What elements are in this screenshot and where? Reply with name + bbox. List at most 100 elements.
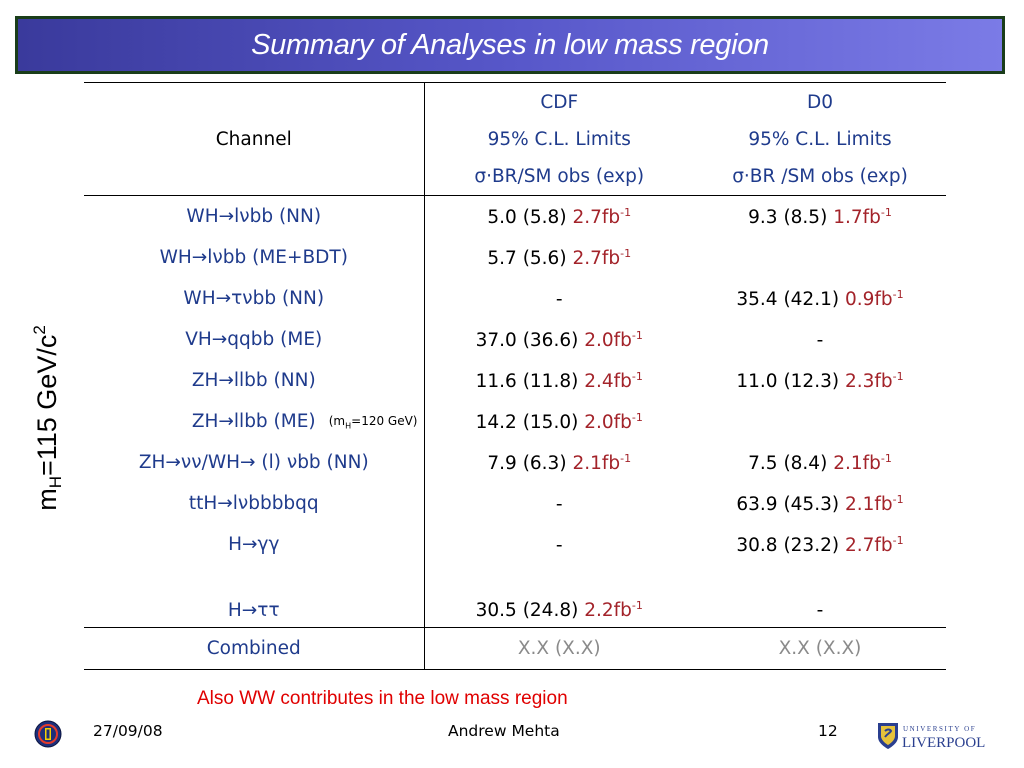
- table-row: ttH→lνbbbbqq - 63.9 (45.3) 2.1fb-1: [84, 483, 946, 524]
- d0-cell: 7.5 (8.4) 2.1fb-1: [694, 442, 946, 483]
- combined-row: Combined X.X (X.X) X.X (X.X): [84, 627, 946, 670]
- d0-lumi: 2.7fb-1: [844, 533, 904, 556]
- cdf-value: -: [555, 534, 563, 556]
- footer-date: 27/09/08: [93, 722, 163, 740]
- cdf-lumi: 2.2fb-1: [584, 599, 643, 621]
- d0-lumi: 2.1fb-1: [844, 492, 904, 515]
- cdf-cell: 7.9 (6.3) 2.1fb-1: [423, 442, 694, 483]
- cdf-value: 7.9 (6.3): [487, 452, 567, 474]
- cdf-lumi: 2.0fb-1: [584, 410, 643, 433]
- cdf-cell: -: [423, 524, 694, 565]
- channel-text: ZH→llbb (ME): [191, 411, 316, 432]
- channel-cell: WH→τνbb (NN): [183, 288, 325, 309]
- cdf-value: 37.0 (36.6): [475, 329, 579, 351]
- mass-label-sub: H: [46, 476, 65, 489]
- header-cdf-line1: CDF: [540, 91, 579, 113]
- cdf-cell: 5.7 (5.6) 2.7fb-1: [423, 237, 694, 278]
- table-header-row: Channel CDF 95% C.L. Limits σ·BR/SM obs …: [84, 82, 946, 196]
- cdf-value: 14.2 (15.0): [475, 411, 579, 433]
- cdf-cell: 11.6 (11.8) 2.4fb-1: [423, 360, 694, 401]
- cdf-cell: -: [423, 483, 694, 524]
- d0-cell: 30.8 (23.2) 2.7fb-1: [694, 524, 946, 565]
- channel-cell: ttH→lνbbbbqq: [188, 493, 319, 514]
- d0-lumi: 2.3fb-1: [844, 369, 904, 392]
- table-row: WH→lνbb (NN) 5.0 (5.8) 2.7fb-1 9.3 (8.5)…: [84, 195, 946, 238]
- d0-cell: 63.9 (45.3) 2.1fb-1: [694, 483, 946, 524]
- d0-cell: -: [694, 319, 946, 360]
- mass-label-rest: =115 GeV/c: [32, 334, 62, 477]
- cdf-value: 30.5 (24.8): [475, 600, 579, 621]
- university-of-liverpool-logo: UNIVERSITY OF LIVERPOOL: [878, 723, 985, 751]
- footer-author: Andrew Mehta: [448, 722, 560, 740]
- table-row: ZH→llbb (NN) 11.6 (11.8) 2.4fb-1 11.0 (1…: [84, 360, 946, 401]
- mass-axis-label: mH=115 GeV/c2: [30, 325, 66, 511]
- cdf-cell: 14.2 (15.0) 2.0fb-1: [423, 401, 694, 442]
- title-bar: Summary of Analyses in low mass region: [15, 16, 1005, 74]
- d0-cell: 35.4 (42.1) 0.9fb-1: [694, 278, 946, 319]
- table-row: WH→lνbb (ME+BDT) 5.7 (5.6) 2.7fb-1: [84, 237, 946, 278]
- table-row: WH→τνbb (NN) - 35.4 (42.1) 0.9fb-1: [84, 278, 946, 319]
- d0-value: -: [816, 329, 824, 351]
- channel-cell: ZH→llbb (NN): [191, 370, 316, 391]
- d0-value: 11.0 (12.3): [736, 370, 840, 392]
- limits-table: Channel CDF 95% C.L. Limits σ·BR/SM obs …: [84, 82, 946, 670]
- cdf-lumi: 2.7fb-1: [572, 246, 632, 269]
- cdf-value: 5.7 (5.6): [487, 247, 567, 269]
- footnote-text: Also WW contributes in the low mass regi…: [197, 688, 568, 709]
- header-cdf: CDF 95% C.L. Limits σ·BR/SM obs (exp): [423, 82, 694, 196]
- mass-note: (mH=120 GeV): [328, 414, 418, 431]
- header-d0-line3: σ·BR /SM obs (exp): [732, 165, 908, 187]
- cdf-lumi: 2.0fb-1: [584, 328, 643, 351]
- d0-logo-icon: [34, 720, 62, 748]
- d0-value: -: [816, 600, 824, 621]
- cdf-cell: 5.0 (5.8) 2.7fb-1: [423, 195, 694, 237]
- table-row: ZH→νν/WH→ (l) νbb (NN) 7.9 (6.3) 2.1fb-1…: [84, 442, 946, 483]
- d0-value: 30.8 (23.2): [736, 534, 840, 556]
- combined-d0: X.X (X.X): [694, 627, 946, 670]
- header-d0-line2: 95% C.L. Limits: [748, 128, 892, 150]
- cdf-cell: 37.0 (36.6) 2.0fb-1: [423, 319, 694, 360]
- combined-cdf: X.X (X.X): [423, 627, 694, 670]
- page-number: 12: [818, 722, 838, 740]
- cdf-lumi: 2.1fb-1: [572, 451, 632, 474]
- channel-cell: ZH→llbb (ME) (mH=120 GeV): [84, 401, 424, 442]
- channel-cell: ZH→νν/WH→ (l) νbb (NN): [138, 452, 369, 473]
- cdf-lumi: 2.4fb-1: [584, 369, 643, 392]
- channel-cell: WH→lνbb (ME+BDT): [159, 247, 348, 268]
- d0-lumi: 1.7fb-1: [833, 205, 892, 228]
- d0-cell: 9.3 (8.5) 1.7fb-1: [694, 196, 946, 238]
- cdf-lumi: 2.7fb-1: [572, 205, 632, 228]
- d0-value: 7.5 (8.4): [748, 452, 828, 474]
- channel-cell: H→ττ: [227, 600, 280, 621]
- d0-cell: [694, 237, 946, 278]
- combined-label: Combined: [84, 627, 424, 670]
- d0-cell: [694, 401, 946, 442]
- svg-text:UNIVERSITY OF: UNIVERSITY OF: [903, 725, 976, 733]
- mass-label-sup: 2: [30, 325, 49, 335]
- header-cdf-line2: 95% C.L. Limits: [487, 128, 631, 150]
- header-channel: Channel: [84, 82, 424, 196]
- cdf-value: 11.6 (11.8): [475, 370, 579, 392]
- cdf-value: 5.0 (5.8): [487, 206, 567, 228]
- table-row: H→γγ - 30.8 (23.2) 2.7fb-1: [84, 524, 946, 565]
- d0-value: 35.4 (42.1): [736, 288, 840, 310]
- mass-label-main: m: [32, 488, 62, 511]
- d0-value: 9.3 (8.5): [748, 206, 828, 228]
- table-row: ZH→llbb (ME) (mH=120 GeV) 14.2 (15.0) 2.0…: [84, 401, 946, 442]
- cdf-cell: -: [423, 278, 694, 319]
- channel-cell: VH→qqbb (ME): [185, 329, 323, 350]
- table-row: VH→qqbb (ME) 37.0 (36.6) 2.0fb-1 -: [84, 319, 946, 360]
- header-cdf-line3: σ·BR/SM obs (exp): [474, 165, 645, 187]
- d0-lumi: 2.1fb-1: [833, 451, 892, 474]
- d0-value: 63.9 (45.3): [736, 493, 840, 515]
- header-d0-line1: D0: [806, 91, 833, 113]
- d0-cell: 11.0 (12.3) 2.3fb-1: [694, 360, 946, 401]
- channel-cell: H→γγ: [228, 534, 280, 555]
- table-row: H→ττ 30.5 (24.8) 2.2fb-1 -: [84, 565, 946, 628]
- d0-cell: -: [694, 565, 946, 628]
- cdf-value: -: [555, 493, 563, 515]
- cdf-cell: 30.5 (24.8) 2.2fb-1: [423, 565, 694, 628]
- d0-lumi: 0.9fb-1: [844, 287, 904, 310]
- channel-cell: WH→lνbb (NN): [186, 206, 322, 227]
- svg-text:LIVERPOOL: LIVERPOOL: [902, 735, 985, 751]
